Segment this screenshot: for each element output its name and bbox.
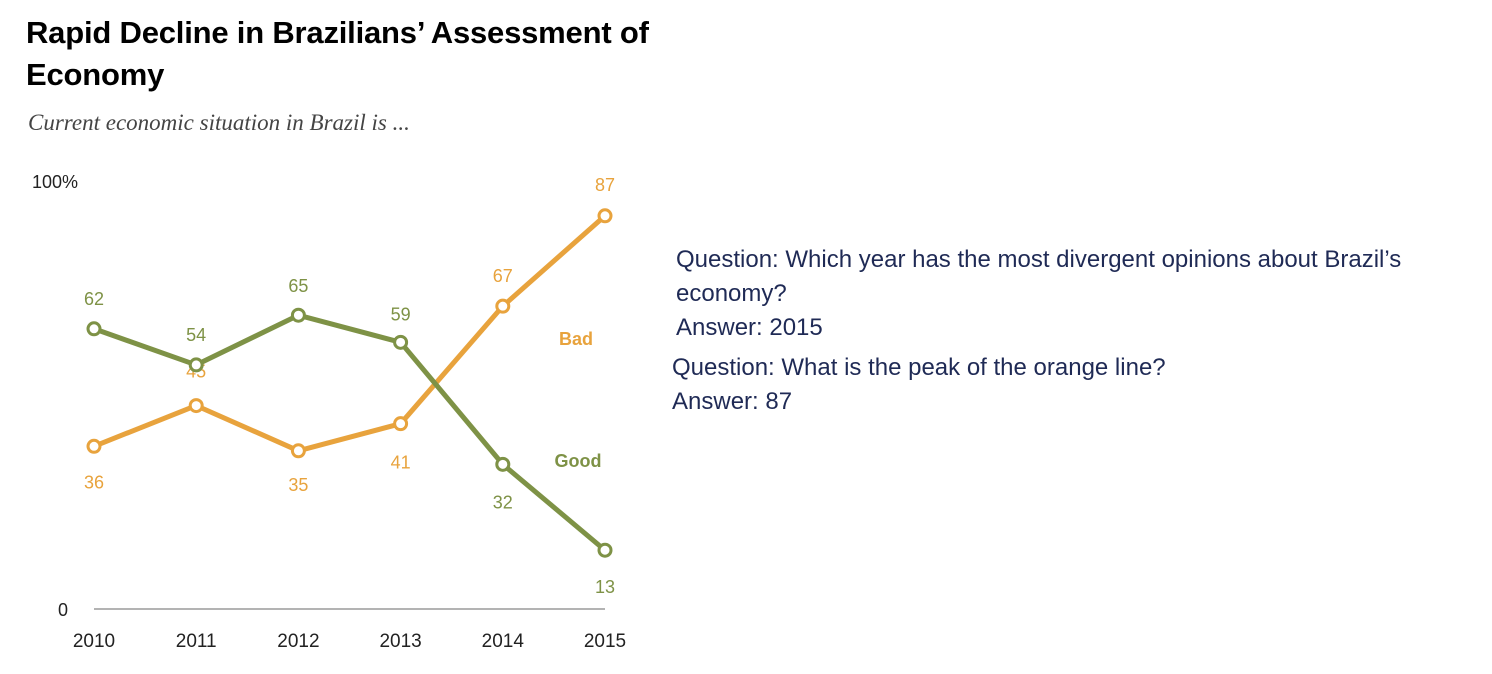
data-label-bad: 87 <box>595 175 615 195</box>
question-1: Question: Which year has the most diverg… <box>676 246 1402 307</box>
data-point-bad <box>393 416 409 432</box>
data-label-bad: 67 <box>493 266 513 286</box>
data-point-good <box>86 321 102 337</box>
x-tick-label: 2011 <box>176 631 217 652</box>
data-point-bad <box>188 398 204 414</box>
data-label-bad: 36 <box>84 472 104 492</box>
x-tick-label: 2014 <box>482 631 525 652</box>
y-tick-label: 0 <box>58 600 68 620</box>
data-point-good <box>290 307 306 323</box>
answer-1: Answer: 2015 <box>676 314 823 341</box>
series-label-good: Good <box>555 451 602 471</box>
data-label-bad: 35 <box>288 475 308 495</box>
x-tick-label: 2013 <box>379 631 421 652</box>
data-label-good: 32 <box>493 492 513 512</box>
data-point-bad <box>495 298 511 314</box>
data-label-bad: 41 <box>391 453 411 473</box>
x-tick-label: 2010 <box>73 631 115 652</box>
data-label-good: 59 <box>391 304 411 324</box>
data-point-bad <box>290 443 306 459</box>
data-label-good: 13 <box>595 577 615 597</box>
data-point-bad <box>86 438 102 454</box>
data-point-bad <box>597 208 613 224</box>
data-point-good <box>188 357 204 373</box>
data-point-good <box>495 456 511 472</box>
x-tick-label: 2012 <box>277 631 319 652</box>
data-point-good <box>393 334 409 350</box>
chart-title: Rapid Decline in Brazilians’ Assessment … <box>26 15 649 92</box>
data-label-good: 62 <box>84 289 104 309</box>
data-point-good <box>597 542 613 558</box>
chart-subtitle: Current economic situation in Brazil is … <box>28 110 410 135</box>
y-tick-label: 100% <box>32 172 78 192</box>
data-label-good: 65 <box>288 276 308 296</box>
series-line-bad <box>91 213 608 454</box>
series-line-good <box>91 312 608 553</box>
question-2: Question: What is the peak of the orange… <box>672 354 1166 381</box>
x-tick-label: 2015 <box>584 631 626 652</box>
answer-2: Answer: 87 <box>672 388 793 415</box>
series-label-bad: Bad <box>559 329 593 349</box>
line-chart: 100%020102011201220132014201536453541678… <box>32 172 626 652</box>
data-label-good: 54 <box>186 325 206 345</box>
